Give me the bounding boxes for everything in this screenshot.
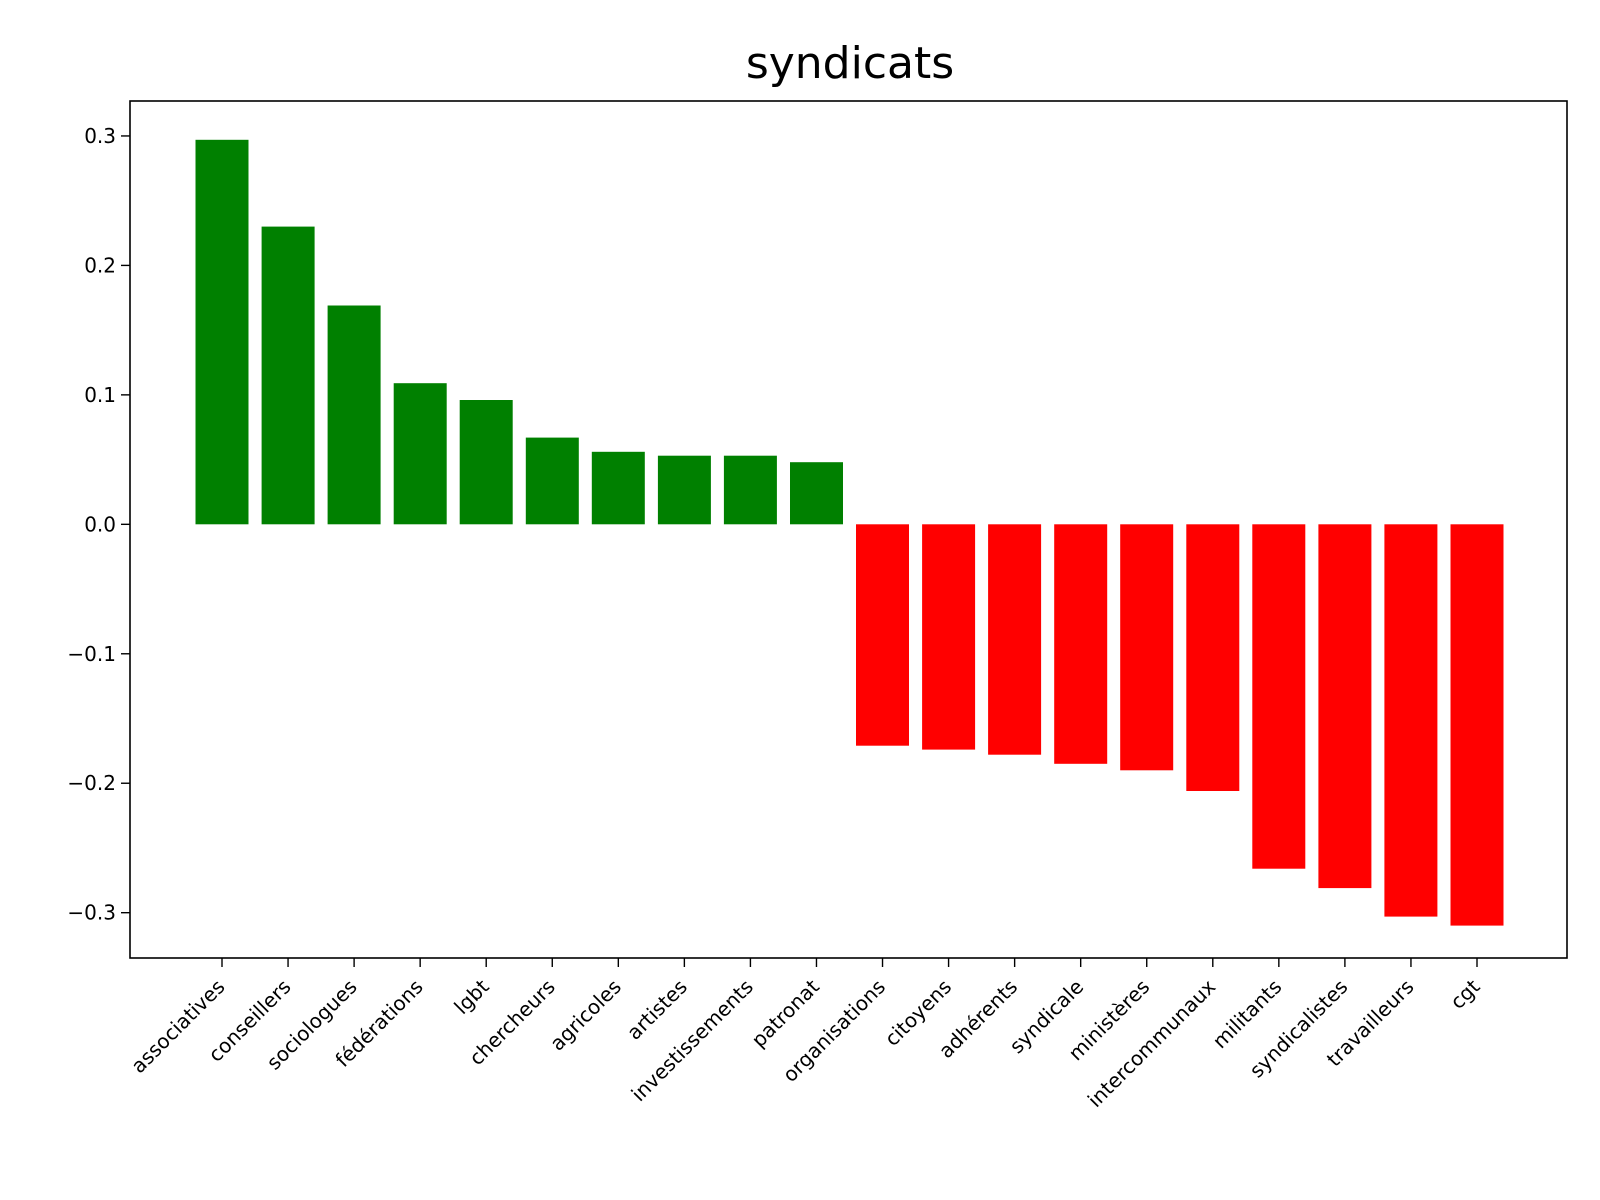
y-tick-label: 0.2 <box>84 253 116 277</box>
y-tick-label: −0.2 <box>67 771 116 795</box>
bar-syndicale <box>1054 524 1108 764</box>
bar-travailleurs <box>1384 524 1438 917</box>
y-tick-label: −0.3 <box>67 901 116 925</box>
bar-citoyens <box>922 524 976 750</box>
bars-group <box>195 139 1504 926</box>
y-tick-label: 0.3 <box>84 124 116 148</box>
bar-agricoles <box>591 451 645 525</box>
y-axis: 0.3 0.2 0.1 0.0 −0.1 −0.2 −0.3 <box>67 124 130 925</box>
bar-intercommunaux <box>1186 524 1240 791</box>
bar-associatives <box>195 139 249 525</box>
bar-investissements <box>723 455 777 525</box>
bar-militants <box>1252 524 1306 869</box>
bar-sociologues <box>327 305 381 525</box>
bar-ministères <box>1120 524 1174 771</box>
bar-lgbt <box>459 400 513 525</box>
chart-title: syndicats <box>746 38 954 89</box>
plot-frame <box>129 100 1568 959</box>
bar-patronat <box>790 462 843 525</box>
bar-conseillers <box>261 226 315 525</box>
y-tick-label: −0.1 <box>67 642 116 666</box>
y-tick-label: 0.1 <box>84 383 116 407</box>
bar-organisations <box>856 524 909 746</box>
bar-cgt <box>1450 524 1504 926</box>
bar-chercheurs <box>525 437 579 525</box>
y-tick-label: 0.0 <box>84 512 116 536</box>
bar-fédérations <box>393 383 447 525</box>
bar-adhérents <box>988 524 1042 755</box>
bar-syndicalistes <box>1318 524 1372 889</box>
bar-artistes <box>657 455 711 525</box>
